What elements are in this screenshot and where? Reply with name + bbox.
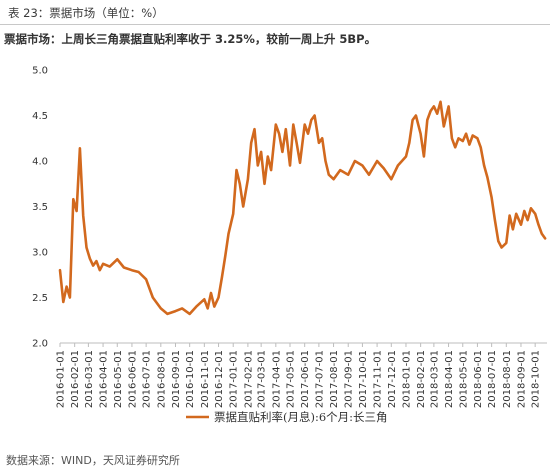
x-tick-label: 2016-05-01: [113, 350, 124, 408]
x-tick-label: 2018-06-01: [473, 350, 484, 408]
y-tick-label: 5.0: [32, 66, 48, 77]
y-tick-label: 3.5: [32, 202, 48, 213]
x-tick-label: 2016-10-01: [185, 350, 196, 408]
x-tick-label: 2016-01-01: [56, 350, 67, 408]
legend: 票据直贴利率(月息):6个月:长三角: [186, 410, 388, 424]
x-tick-label: 2016-06-01: [127, 350, 138, 408]
x-tick-label: 2017-11-01: [373, 350, 384, 408]
x-tick-label: 2018-03-01: [429, 350, 440, 408]
x-tick-label: 2017-04-01: [271, 350, 282, 408]
y-tick-label: 3.0: [32, 248, 48, 259]
x-tick-label: 2018-01-01: [401, 350, 412, 408]
x-tick-label: 2016-03-01: [84, 350, 95, 408]
x-tick-label: 2017-05-01: [286, 350, 297, 408]
x-tick-label: 2018-10-01: [531, 350, 542, 408]
x-tick-label: 2016-09-01: [171, 350, 182, 408]
x-tick-label: 2018-09-01: [516, 350, 527, 408]
x-tick-label: 2018-02-01: [416, 350, 427, 408]
line-chart: 2.0 2.5 3.0 3.5 4.0 4.5 5.0 2016-01-01 2016-02-…: [32, 66, 547, 424]
x-tick-label: 2016-07-01: [142, 350, 153, 408]
x-tick-label: 2017-03-01: [257, 350, 268, 408]
caption-divider: [0, 24, 550, 25]
x-tick-label: 2017-06-01: [300, 350, 311, 408]
y-axis: 2.0 2.5 3.0 3.5 4.0 4.5 5.0: [32, 66, 48, 350]
x-tick-label: 2016-11-01: [200, 350, 211, 408]
x-tick-label: 2016-02-01: [70, 350, 81, 408]
x-tick-label: 2017-08-01: [329, 350, 340, 408]
x-tick-label: 2016-08-01: [156, 350, 167, 408]
legend-label: 票据直贴利率(月息):6个月:长三角: [214, 410, 388, 424]
y-tick-label: 2.0: [32, 339, 48, 350]
chart-headline: 票据市场：上周长三角票据直贴利率收于 3.25%，较前一周上升 5BP。: [4, 32, 377, 46]
x-tick-label: 2016-12-01: [214, 350, 225, 408]
x-tick-label: 2016-04-01: [99, 350, 110, 408]
x-tick-label: 2017-07-01: [314, 350, 325, 408]
y-tick-label: 4.0: [32, 157, 48, 168]
table-caption: 表 23：票据市场（单位：%）: [8, 6, 164, 20]
series-line: [58, 100, 547, 316]
x-tick-label: 2017-09-01: [344, 350, 355, 408]
x-tick-label: 2017-02-01: [243, 350, 254, 408]
x-tick-label: 2018-07-01: [487, 350, 498, 408]
x-tick-label: 2017-01-01: [229, 350, 240, 408]
y-tick-label: 2.5: [32, 293, 48, 304]
x-tick-label: 2018-08-01: [502, 350, 513, 408]
x-tick-label: 2018-05-01: [458, 350, 469, 408]
x-axis: 2016-01-01 2016-02-01 2016-03-01 2016-04-01…: [56, 343, 542, 408]
y-tick-label: 4.5: [32, 111, 48, 122]
data-source: 数据来源：WIND，天风证券研究所: [6, 454, 180, 467]
x-tick-label: 2017-12-01: [387, 350, 398, 408]
x-tick-label: 2018-04-01: [444, 350, 455, 408]
x-tick-label: 2017-10-01: [358, 350, 369, 408]
